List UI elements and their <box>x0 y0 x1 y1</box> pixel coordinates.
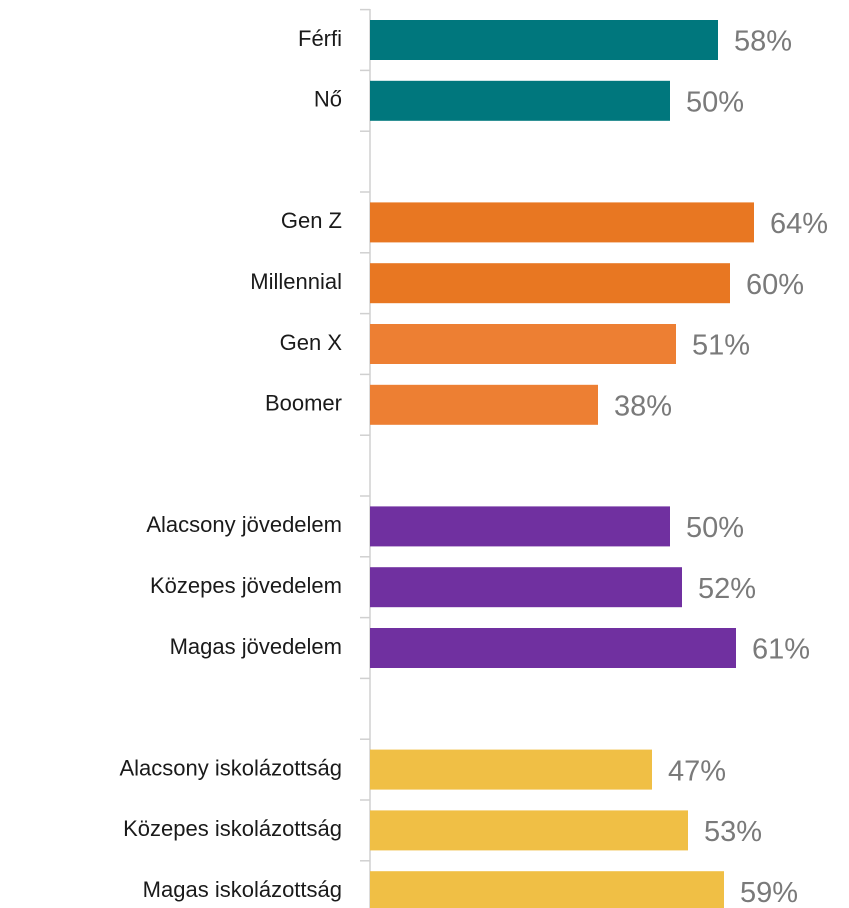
value-label: 53% <box>704 816 762 848</box>
value-label: 38% <box>614 390 672 422</box>
value-label: 61% <box>752 634 810 666</box>
bar <box>370 567 682 608</box>
bar <box>370 749 652 790</box>
value-label: 50% <box>686 86 744 118</box>
category-label: Gen X <box>280 330 343 355</box>
bar <box>370 384 598 425</box>
bar <box>370 80 670 121</box>
category-label: Alacsony iskolázottság <box>119 755 342 780</box>
value-label: 51% <box>692 330 750 362</box>
category-label: Nő <box>314 87 342 112</box>
category-label: Millennial <box>250 269 342 294</box>
bar <box>370 263 730 304</box>
value-label: 47% <box>668 755 726 787</box>
bar <box>370 506 670 547</box>
value-label: 64% <box>770 208 828 240</box>
value-label: 59% <box>740 877 798 908</box>
value-label: 58% <box>734 26 792 58</box>
category-label: Magas iskolázottság <box>143 877 342 902</box>
category-label: Boomer <box>265 391 342 416</box>
value-label: 60% <box>746 269 804 301</box>
value-label: 52% <box>698 573 756 605</box>
value-label: 50% <box>686 512 744 544</box>
category-label: Közepes jövedelem <box>150 573 342 598</box>
bar <box>370 871 724 908</box>
category-label: Magas jövedelem <box>170 634 342 659</box>
bar <box>370 202 754 243</box>
bar <box>370 324 676 364</box>
category-label: Férfi <box>298 26 342 51</box>
category-label: Közepes iskolázottság <box>123 816 342 841</box>
bar <box>370 810 688 851</box>
bar <box>370 628 736 668</box>
category-label: Alacsony jövedelem <box>146 512 342 537</box>
category-label: Gen Z <box>281 208 342 233</box>
bar <box>370 20 718 60</box>
